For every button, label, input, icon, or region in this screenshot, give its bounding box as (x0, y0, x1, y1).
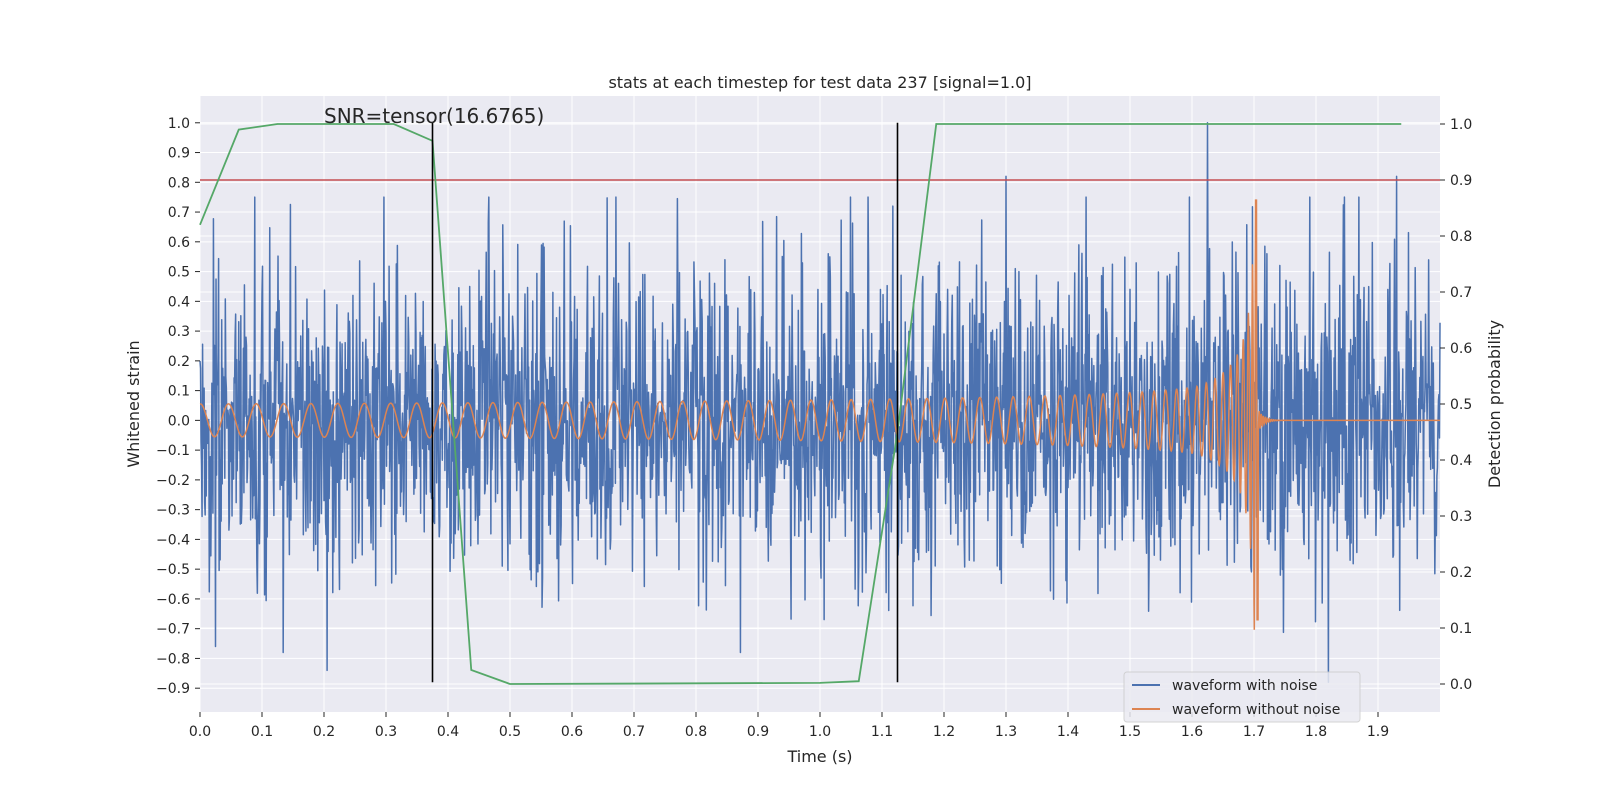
y2-tick-label: 0.2 (1450, 565, 1472, 581)
y-tick-label: −0.3 (156, 503, 190, 519)
x-tick-label: 0.1 (251, 724, 273, 740)
x-tick-label: 0.6 (561, 724, 583, 740)
y-tick-label: −0.2 (156, 473, 190, 489)
y2-tick-label: 0.8 (1450, 229, 1472, 245)
y-tick-label: 0.5 (168, 265, 190, 281)
snr-annotation: SNR=tensor(16.6765) (324, 104, 544, 128)
x-tick-label: 0.0 (189, 724, 211, 740)
y2-tick-label: 0.4 (1450, 453, 1472, 469)
x-tick-label: 0.4 (437, 724, 459, 740)
y2-tick-label: 0.7 (1450, 285, 1472, 301)
x-tick-label: 0.3 (375, 724, 397, 740)
y-tick-label: 0.1 (168, 384, 190, 400)
y2-tick-label: 0.9 (1450, 173, 1472, 189)
legend-box (1123, 671, 1361, 723)
x-axis-label: Time (s) (786, 747, 852, 766)
y-tick-label: −0.9 (156, 681, 190, 697)
x-tick-label: 1.0 (809, 724, 831, 740)
y2-axis-label: Detection probability (1485, 320, 1504, 488)
x-tick-label: 1.8 (1305, 724, 1327, 740)
y-tick-label: −0.6 (156, 592, 190, 608)
y-tick-label: 1.0 (168, 116, 190, 132)
series-line-waveform-with-noise (199, 122, 1441, 683)
legend: waveform with noise waveform without noi… (1123, 671, 1361, 723)
y-axis-label: Whitened strain (124, 340, 143, 467)
x-tick-label: 1.2 (933, 724, 955, 740)
x-tick-label: 1.6 (1181, 724, 1203, 740)
y-tick-label: −0.1 (156, 443, 190, 459)
x-tick-label: 1.7 (1243, 724, 1265, 740)
y-tick-label: 0.8 (168, 175, 190, 191)
legend-label-waveform-without-noise: waveform without noise (1172, 702, 1340, 718)
x-tick-label: 1.9 (1367, 724, 1389, 740)
y2-tick-label: 0.0 (1450, 677, 1472, 693)
y2-tick-label: 0.5 (1450, 397, 1472, 413)
y-tick-label: −0.4 (156, 532, 190, 548)
x-tick-label: 1.5 (1119, 724, 1141, 740)
y-tick-label: −0.5 (156, 562, 190, 578)
x-tick-label: 0.2 (313, 724, 335, 740)
y-tick-label: 0.7 (168, 205, 190, 221)
y-tick-label: −0.8 (156, 651, 190, 667)
y2-tick-label: 0.1 (1450, 621, 1472, 637)
x-tick-label: 0.7 (623, 724, 645, 740)
y-tick-label: 0.6 (168, 235, 190, 251)
y-tick-label: 0.9 (168, 146, 190, 162)
x-tick-label: 1.1 (871, 724, 893, 740)
y-tick-label: 0.4 (168, 294, 190, 310)
x-tick-label: 0.9 (747, 724, 769, 740)
series-layer (199, 122, 1441, 685)
chart-title: stats at each timestep for test data 237… (608, 73, 1031, 92)
y-tick-label: 0.3 (168, 324, 190, 340)
axes-layer: 0.0 0.1 0.2 0.3 0.4 0.5 0.6 0.7 0.8 0.9 1.0 1.1 1.2 1… (156, 116, 1472, 740)
y2-tick-label: 0.3 (1450, 509, 1472, 525)
y-tick-label: 0.2 (168, 354, 190, 370)
x-tick-label: 0.8 (685, 724, 707, 740)
series-line-waveform-without-noise (199, 199, 1440, 630)
x-tick-label: 0.5 (499, 724, 521, 740)
y-tick-label: 0.0 (168, 413, 190, 429)
legend-label-waveform-with-noise: waveform with noise (1172, 678, 1317, 694)
x-tick-label: 1.4 (1057, 724, 1079, 740)
y2-tick-label: 0.6 (1450, 341, 1472, 357)
y2-tick-label: 1.0 (1450, 117, 1472, 133)
x-tick-label: 1.3 (995, 724, 1017, 740)
y-tick-label: −0.7 (156, 622, 190, 638)
